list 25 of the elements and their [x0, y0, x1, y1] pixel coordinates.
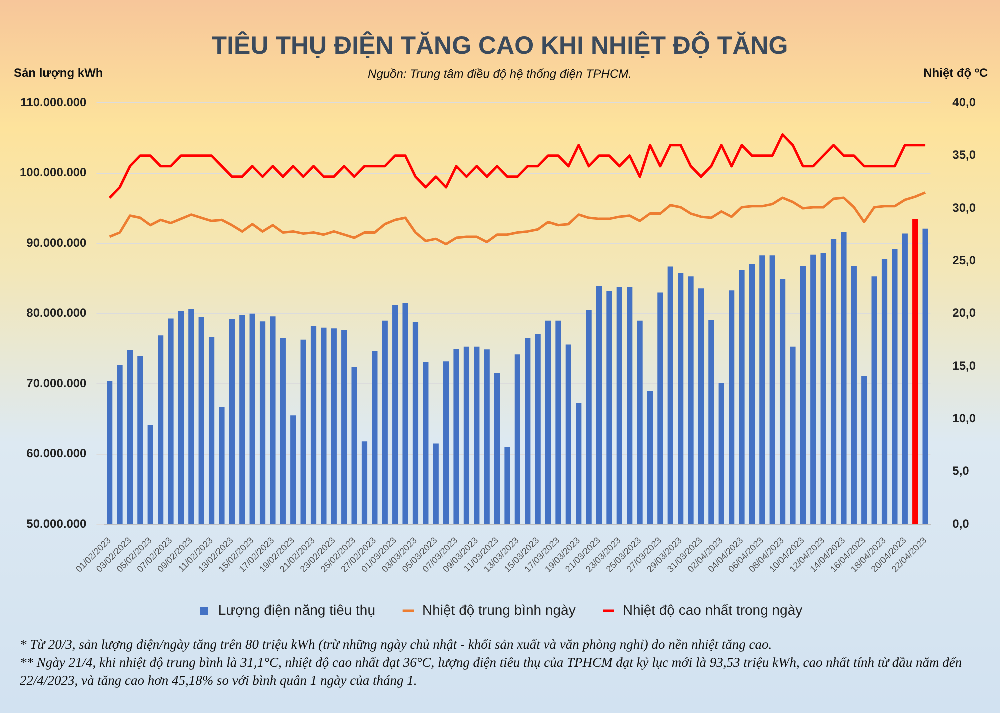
y-tick-label: 60.000.000	[26, 446, 88, 461]
y2-tick-label: 35,0	[952, 148, 976, 162]
y2-axis-title: Nhiệt độ ºC	[924, 66, 988, 80]
chart-title: TIÊU THỤ ĐIỆN TĂNG CAO KHI NHIỆT ĐỘ TĂNG	[210, 32, 790, 61]
text: * Từ 20/3, sản lượng điện/ngày tăng trên 80 triệu kWh (trừ những ngày chủ nhật - khối sản xuất và văn phòng nghỉ) do nền nhiệt tăng cao.	[20, 636, 774, 654]
y2-tick-label: 0,0	[952, 516, 970, 531]
y2-tick-label: 5,0	[952, 464, 970, 478]
text: ** Ngày 21/4, khi nhiệt độ trung bình là 31,1°C, nhiệt độ cao nhất đạt 36°C, lượng điện tiêu thụ của TPHCM đạt kỷ lục mới là 93,53 triệu kWh, cao nhất tính từ đầu năm đến 22/4/2023, và tăng cao hơn 45,18% so với bình quân 1 ngày của tháng 1.	[20, 654, 964, 690]
y2-tick-label: 15,0	[952, 358, 976, 373]
y-tick-label: 70.000.000	[26, 376, 88, 390]
y-tick-label: 110.000.000	[20, 96, 88, 110]
y2-tick-label: 25,0	[952, 254, 976, 268]
y-tick-label: 90.000.000	[26, 236, 88, 250]
y2-tick-label: 40,0	[952, 96, 976, 110]
y2-tick-label: 20,0	[952, 306, 976, 320]
legend-label: Nhiệt độ trung bình ngày	[422, 602, 576, 618]
y2-tick-label: 10,0	[952, 411, 976, 426]
chart-subtitle: Nguồn: Trung tâm điều độ hệ thống điện TPHCM.	[368, 67, 632, 81]
legend-label: Lượng điện năng tiêu thụ	[218, 602, 376, 618]
y2-tick-label: 30,0	[952, 200, 976, 215]
legend-label: Nhiệt độ cao nhất trong ngày	[622, 602, 803, 618]
y-tick-label: 80.000.000	[26, 306, 88, 320]
y-axis-title: Sản lượng kWh	[14, 66, 104, 80]
y-tick-label: 50.000.000	[26, 516, 88, 531]
y-tick-label: 100.000.000	[20, 166, 88, 180]
